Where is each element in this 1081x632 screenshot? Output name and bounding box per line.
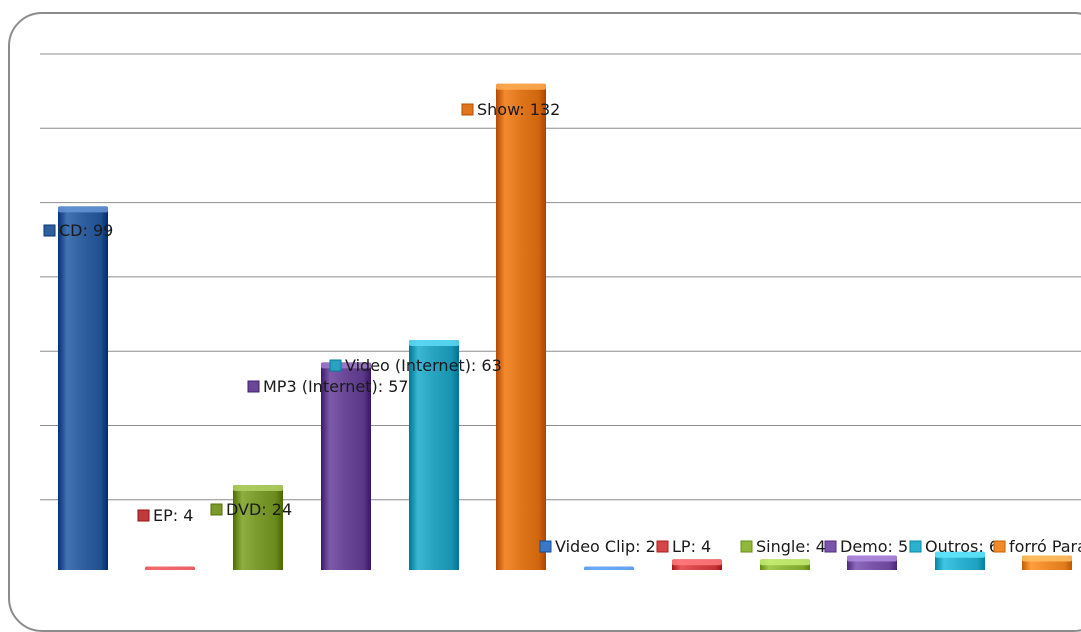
legend-key-icon: [247, 380, 260, 393]
legend-key-icon: [909, 540, 922, 553]
bars: [58, 83, 1072, 570]
legend-key-icon: [740, 540, 753, 553]
bar-cap: [58, 206, 108, 213]
bar-2: [233, 484, 283, 570]
bar-6: [584, 566, 634, 570]
bar-cap: [409, 340, 459, 347]
bar-0: [58, 206, 108, 570]
data-label-6: Video Clip: 2: [539, 537, 656, 556]
legend-key-icon: [993, 540, 1006, 553]
bar-5: [496, 83, 546, 570]
bar-cap: [145, 566, 195, 570]
legend-key-icon: [461, 103, 474, 116]
bar-cap: [672, 559, 722, 566]
data-label-text: Video (Internet): 63: [345, 356, 502, 375]
bar-body: [321, 362, 371, 570]
bar-cap: [496, 83, 546, 90]
data-label-9: Demo: 5: [824, 537, 908, 556]
data-label-2: DVD: 24: [210, 500, 292, 519]
legend-key-icon: [656, 540, 669, 553]
data-label-11: forró Param: 5: [993, 537, 1081, 556]
legend-key-icon: [137, 509, 150, 522]
data-labels: CD: 99 EP: 4 DVD: 24 MP3 (Internet): 57 Vide…: [43, 100, 1081, 556]
bar-cap: [1022, 555, 1072, 562]
legend-key-icon: [43, 224, 56, 237]
data-label-3: MP3 (Internet): 57: [247, 377, 409, 396]
bar-4: [409, 340, 459, 570]
data-label-text: MP3 (Internet): 57: [263, 377, 409, 396]
bar-cap: [233, 484, 283, 491]
data-label-text: DVD: 24: [226, 500, 292, 519]
bar-body: [233, 484, 283, 570]
bar-body: [409, 340, 459, 570]
bar-body: [496, 83, 546, 570]
data-label-7: LP: 4: [656, 537, 711, 556]
bar-7: [672, 559, 722, 570]
data-label-text: EP: 4: [153, 506, 193, 525]
data-label-text: Show: 132: [477, 100, 560, 119]
bar-cap: [760, 559, 810, 566]
data-label-text: LP: 4: [672, 537, 711, 556]
legend-key-icon: [210, 503, 223, 516]
bar-cap: [847, 555, 897, 562]
bar-body: [58, 206, 108, 570]
data-label-5: Show: 132: [461, 100, 560, 119]
bar-9: [847, 555, 897, 570]
data-label-text: Outros: 6: [925, 537, 999, 556]
data-label-8: Single: 4: [740, 537, 826, 556]
legend-key-icon: [824, 540, 837, 553]
bar-cap: [584, 566, 634, 570]
legend-key-icon: [329, 359, 342, 372]
data-label-4: Video (Internet): 63: [329, 356, 502, 375]
data-label-1: EP: 4: [137, 506, 193, 525]
data-label-text: Single: 4: [756, 537, 826, 556]
bar-11: [1022, 555, 1072, 570]
data-label-0: CD: 99: [43, 221, 113, 240]
bar-10: [935, 551, 985, 570]
data-label-text: Video Clip: 2: [555, 537, 656, 556]
bar-8: [760, 559, 810, 570]
gridlines: [40, 53, 1081, 501]
bar-cap: [935, 551, 985, 558]
bar-1: [145, 566, 195, 570]
chart-stage: CD: 99 EP: 4 DVD: 24 MP3 (Internet): 57 Vide…: [8, 12, 1081, 632]
data-label-text: Demo: 5: [840, 537, 908, 556]
data-label-10: Outros: 6: [909, 537, 999, 556]
data-label-text: forró Param: 5: [1009, 537, 1081, 556]
bar-chart: CD: 99 EP: 4 DVD: 24 MP3 (Internet): 57 Vide…: [40, 53, 1081, 570]
data-label-text: CD: 99: [59, 221, 113, 240]
legend-key-icon: [539, 540, 552, 553]
